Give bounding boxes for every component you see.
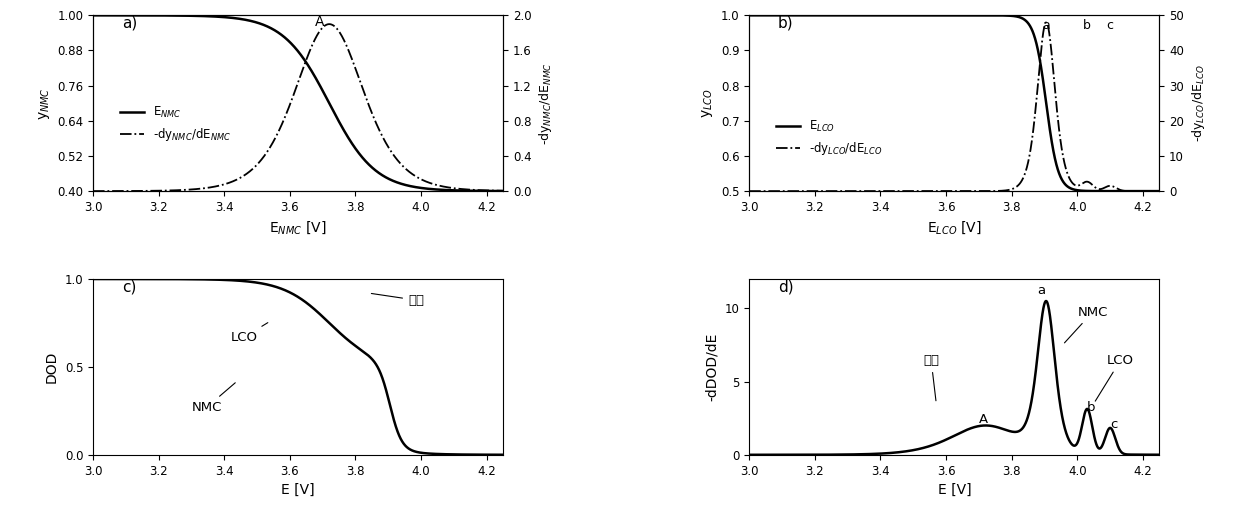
Y-axis label: DOD: DOD (45, 351, 60, 383)
X-axis label: E [V]: E [V] (937, 483, 971, 497)
Y-axis label: -dy$_{NMC}$/dE$_{NMC}$: -dy$_{NMC}$/dE$_{NMC}$ (537, 62, 554, 145)
Y-axis label: -dy$_{LCO}$/dE$_{LCO}$: -dy$_{LCO}$/dE$_{LCO}$ (1189, 64, 1207, 142)
Text: b): b) (777, 16, 794, 31)
Legend: E$_{NMC}$, -dy$_{NMC}$/dE$_{NMC}$: E$_{NMC}$, -dy$_{NMC}$/dE$_{NMC}$ (115, 101, 236, 148)
Y-axis label: -dDOD/dE: -dDOD/dE (706, 333, 719, 401)
X-axis label: E$_{NMC}$ [V]: E$_{NMC}$ [V] (269, 219, 327, 236)
Text: NMC: NMC (1064, 306, 1107, 343)
Text: A: A (315, 15, 324, 29)
X-axis label: E [V]: E [V] (281, 483, 315, 497)
Text: LCO: LCO (231, 322, 268, 343)
Y-axis label: y$_{LCO}$: y$_{LCO}$ (701, 88, 715, 118)
Text: 电极: 电极 (371, 293, 424, 307)
Text: A: A (978, 412, 988, 426)
Text: a: a (1043, 19, 1050, 32)
Text: 电极: 电极 (923, 354, 939, 401)
Text: d): d) (777, 280, 794, 294)
Legend: E$_{LCO}$, -dy$_{LCO}$/dE$_{LCO}$: E$_{LCO}$, -dy$_{LCO}$/dE$_{LCO}$ (771, 114, 888, 162)
Text: c: c (1106, 19, 1114, 32)
X-axis label: E$_{LCO}$ [V]: E$_{LCO}$ [V] (928, 219, 982, 236)
Text: c): c) (122, 280, 136, 294)
Text: b: b (1087, 401, 1096, 414)
Text: NMC: NMC (191, 383, 236, 414)
Text: a: a (1038, 284, 1045, 297)
Text: b: b (1084, 19, 1091, 32)
Text: c: c (1110, 419, 1117, 431)
Text: LCO: LCO (1095, 354, 1133, 401)
Text: a): a) (122, 16, 136, 31)
Y-axis label: y$_{NMC}$: y$_{NMC}$ (37, 87, 52, 120)
